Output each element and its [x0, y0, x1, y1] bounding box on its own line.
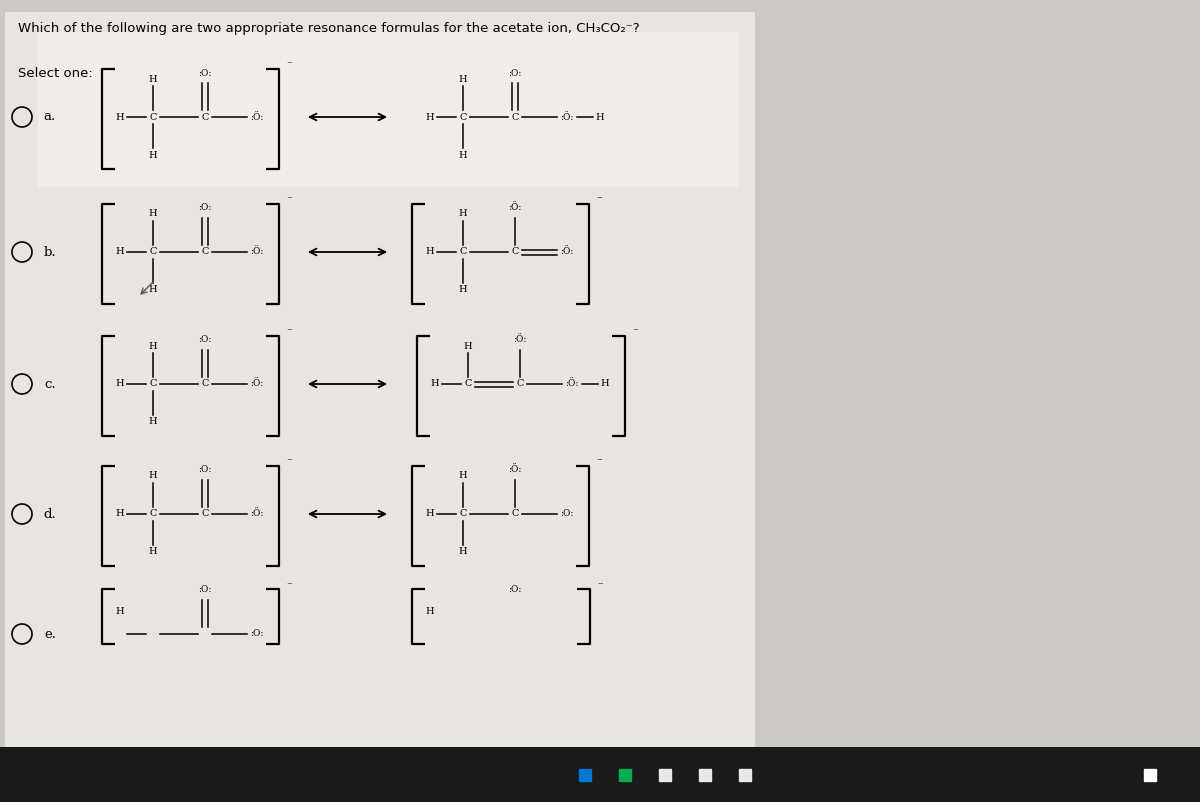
Text: e.: e. [44, 627, 56, 641]
Text: :Ö:: :Ö: [251, 509, 264, 519]
FancyBboxPatch shape [5, 12, 755, 747]
Text: ⁻: ⁻ [286, 581, 292, 591]
Text: ⁻: ⁻ [286, 457, 292, 467]
FancyBboxPatch shape [0, 747, 1200, 802]
Text: C: C [460, 509, 467, 519]
Text: H: H [426, 607, 434, 617]
Text: :Ö:: :Ö: [565, 379, 578, 388]
Text: C: C [202, 509, 209, 519]
Text: :Ö:: :Ö: [514, 335, 527, 345]
Text: ⁻: ⁻ [596, 457, 602, 467]
Text: d.: d. [43, 508, 56, 520]
Text: H: H [595, 112, 605, 121]
Text: c.: c. [44, 378, 56, 391]
Text: H: H [115, 379, 125, 388]
Text: :Ö:: :Ö: [251, 248, 264, 257]
Text: H: H [149, 418, 157, 427]
Text: C: C [460, 248, 467, 257]
Text: H: H [149, 286, 157, 294]
Text: H: H [426, 248, 434, 257]
Text: C: C [202, 379, 209, 388]
Text: :O:: :O: [509, 68, 522, 78]
Text: b.: b. [43, 245, 56, 258]
Text: C: C [149, 379, 157, 388]
Text: :O:: :O: [560, 509, 574, 519]
Text: H: H [115, 607, 125, 617]
Text: Select one:: Select one: [18, 67, 92, 80]
Text: H: H [458, 548, 467, 557]
Text: :Ö:: :Ö: [560, 248, 574, 257]
Text: :O:: :O: [509, 585, 522, 594]
Text: H: H [115, 248, 125, 257]
Text: H: H [601, 379, 610, 388]
Text: C: C [516, 379, 523, 388]
Text: H: H [458, 75, 467, 83]
Text: C: C [149, 248, 157, 257]
Text: H: H [149, 548, 157, 557]
Text: :Ö:: :Ö: [251, 112, 264, 121]
Text: H: H [149, 151, 157, 160]
Text: H: H [458, 472, 467, 480]
Text: a.: a. [44, 111, 56, 124]
Text: Which of the following are two appropriate resonance formulas for the acetate io: Which of the following are two appropria… [18, 22, 640, 35]
Text: :O:: :O: [198, 585, 211, 594]
Text: H: H [149, 342, 157, 350]
Text: H: H [149, 209, 157, 218]
Text: ⁻: ⁻ [286, 60, 292, 70]
Text: H: H [458, 151, 467, 160]
Text: :O:: :O: [198, 68, 211, 78]
Text: H: H [431, 379, 439, 388]
Text: H: H [458, 286, 467, 294]
Text: :Ö:: :Ö: [251, 379, 264, 388]
Text: C: C [202, 248, 209, 257]
Text: :O:: :O: [198, 465, 211, 475]
Text: ⁻: ⁻ [596, 195, 602, 205]
Text: H: H [115, 509, 125, 519]
Text: H: H [426, 112, 434, 121]
Text: :Ö:: :Ö: [509, 465, 522, 475]
Text: C: C [460, 112, 467, 121]
Text: H: H [115, 112, 125, 121]
Text: C: C [511, 509, 518, 519]
Text: H: H [149, 75, 157, 83]
Text: ⁻: ⁻ [286, 195, 292, 205]
Text: H: H [458, 209, 467, 218]
Text: ⁻: ⁻ [286, 327, 292, 337]
Text: C: C [511, 112, 518, 121]
Text: H: H [426, 509, 434, 519]
Text: :Ö:: :Ö: [560, 112, 574, 121]
Text: C: C [202, 112, 209, 121]
Text: :O:: :O: [198, 204, 211, 213]
Text: C: C [149, 112, 157, 121]
Text: :O:: :O: [198, 335, 211, 345]
Text: :Ö:: :Ö: [509, 204, 522, 213]
FancyBboxPatch shape [38, 32, 738, 187]
Text: C: C [149, 509, 157, 519]
Text: H: H [463, 342, 473, 350]
Text: ⁻: ⁻ [632, 327, 638, 337]
Text: C: C [511, 248, 518, 257]
Text: :O:: :O: [251, 630, 264, 638]
Text: ⁻: ⁻ [598, 581, 602, 591]
Text: H: H [149, 472, 157, 480]
Text: C: C [464, 379, 472, 388]
